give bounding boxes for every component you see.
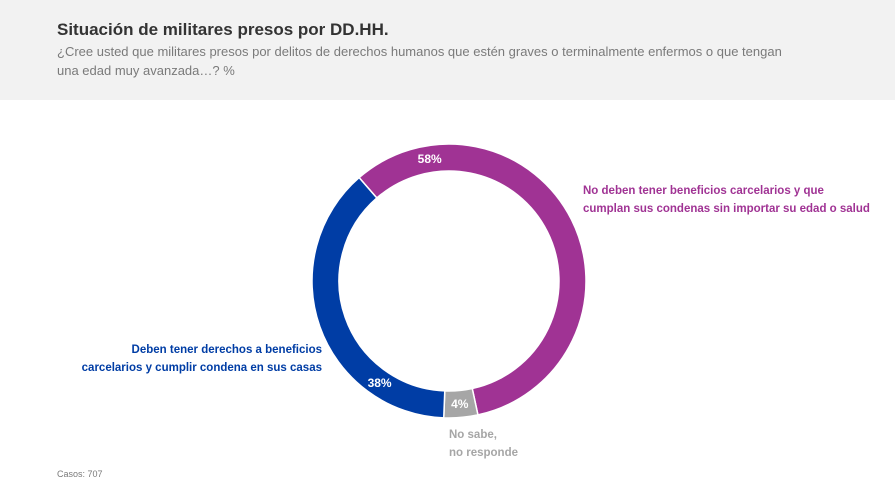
label-no-beneficios: No deben tener beneficios carcelarios y … <box>583 182 883 218</box>
percent-label-no_sabe: 4% <box>451 397 469 411</box>
chart-subtitle: ¿Cree usted que militares presos por del… <box>57 44 782 78</box>
chart-title: Situación de militares presos por DD.HH. <box>57 20 389 39</box>
header-band: Situación de militares presos por DD.HH.… <box>0 0 895 100</box>
percent-label-derechos_beneficios: 38% <box>368 376 392 390</box>
label-no-beneficios-line-1: No deben tener beneficios carcelarios y … <box>583 185 824 197</box>
donut-slice-derechos_beneficios <box>311 176 446 419</box>
donut-slices <box>311 143 587 419</box>
label-no-sabe-line-2: no responde <box>449 447 519 459</box>
label-no-beneficios-line-2: cumplan sus condenas sin importar su eda… <box>583 203 870 215</box>
donut-percent-labels: 58% 4% 38% <box>368 152 469 411</box>
percent-label-no_beneficios: 58% <box>418 152 442 166</box>
label-no-sabe-line-1: No sabe, <box>449 429 497 441</box>
label-derechos-beneficios-line-2: carcelarios y cumplir condena en sus cas… <box>81 362 322 374</box>
label-derechos-beneficios-line-1: Deben tener derechos a beneficios <box>131 344 322 356</box>
cases-note: Casos: 707 <box>57 469 103 479</box>
donut-slice-no_beneficios <box>358 143 587 416</box>
label-no-sabe: No sabe, no responde <box>449 426 569 462</box>
label-derechos-beneficios: Deben tener derechos a beneficios carcel… <box>60 341 322 377</box>
